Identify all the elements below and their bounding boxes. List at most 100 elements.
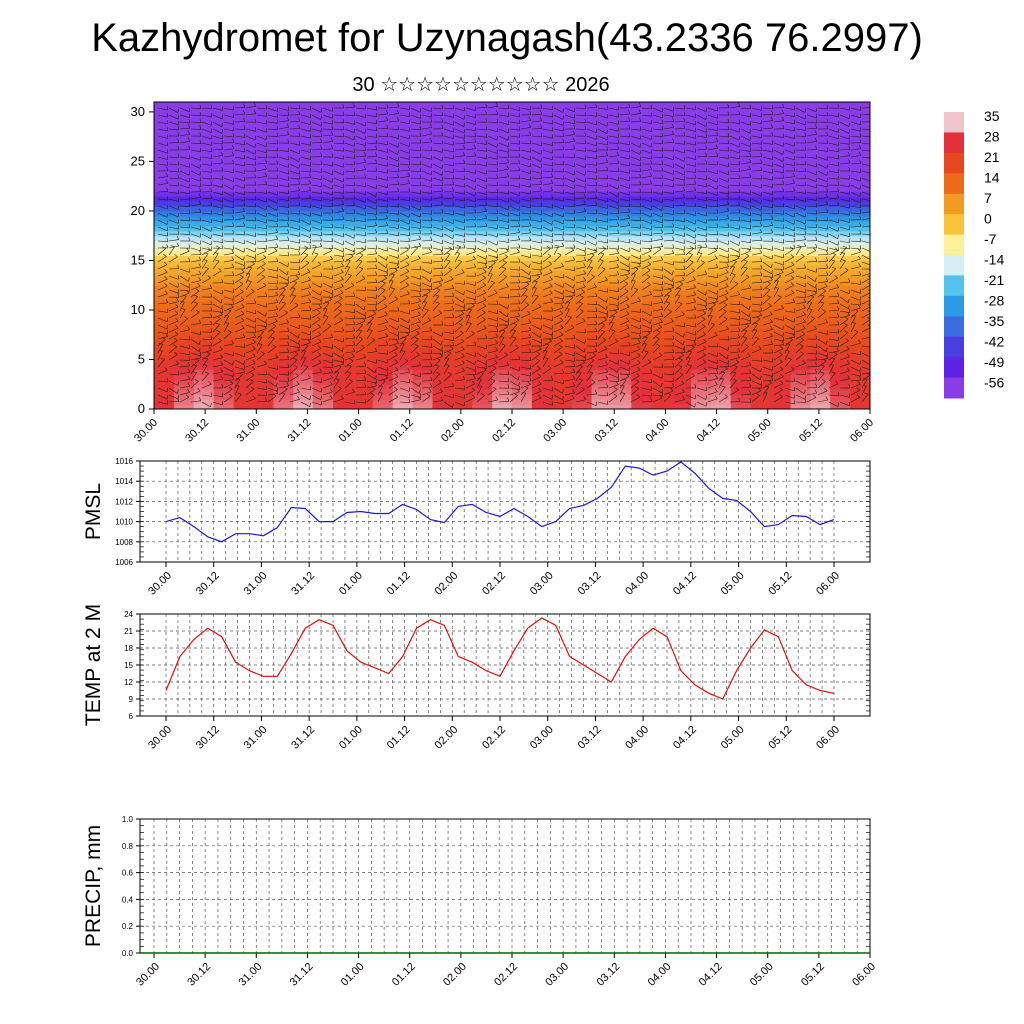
wind-barb-feather <box>595 168 598 173</box>
wind-barb-feather <box>793 238 796 243</box>
heatmap-cell <box>293 339 314 346</box>
heatmap-cell <box>472 121 493 128</box>
wind-barb <box>630 128 641 131</box>
wind-barb <box>575 177 586 183</box>
wind-barb <box>388 240 399 244</box>
heatmap-cell <box>372 265 394 271</box>
wind-barb <box>256 198 267 203</box>
heatmap-cell <box>790 245 811 252</box>
heatmap-cell <box>313 126 334 133</box>
heatmap-cell <box>293 220 314 227</box>
heatmap-cell <box>671 146 692 153</box>
wind-barb <box>575 191 587 193</box>
heatmap-cell <box>432 354 453 361</box>
wind-barb <box>553 205 564 210</box>
heatmap-cell <box>472 230 493 237</box>
wind-barb <box>432 163 443 169</box>
wind-barb-feather <box>573 153 576 158</box>
wind-barb <box>564 134 575 137</box>
wind-barb <box>410 238 421 242</box>
heatmap-cell <box>313 171 334 177</box>
wind-barb <box>168 245 179 249</box>
wind-barb-feather <box>441 181 444 186</box>
wind-barb <box>465 141 477 144</box>
heatmap-cell <box>432 344 453 351</box>
heatmap-cell <box>631 240 652 247</box>
heatmap-cell <box>531 334 553 341</box>
heatmap-cell <box>750 131 772 138</box>
wind-barb-feather <box>595 241 597 246</box>
wind-barb-feather <box>419 108 421 113</box>
heatmap-cell <box>253 131 274 138</box>
wind-barb <box>696 205 707 209</box>
heatmap-cell <box>273 102 294 108</box>
heatmap-cell <box>432 260 453 266</box>
wind-barb <box>443 233 454 239</box>
heatmap-cell <box>551 166 573 172</box>
wind-barb <box>806 198 817 201</box>
heatmap-cell <box>591 111 613 118</box>
wind-barb-feather <box>804 230 807 235</box>
wind-barb-feather <box>495 102 499 107</box>
heatmap-cell <box>213 245 235 252</box>
heatmap-cell <box>233 374 255 380</box>
heatmap-cell <box>631 285 652 291</box>
wind-barb <box>311 128 322 132</box>
heatmap-cell <box>154 102 175 108</box>
heatmap-cell <box>372 280 394 286</box>
heatmap-cell <box>412 131 434 138</box>
heatmap-cell <box>810 245 831 252</box>
wind-barb <box>696 198 707 202</box>
wind-barb <box>850 184 861 190</box>
wind-barb <box>223 177 234 182</box>
wind-barb <box>608 184 619 190</box>
heatmap-cell <box>492 344 513 351</box>
wind-barb-feather <box>562 168 565 173</box>
heatmap-cell <box>512 265 533 271</box>
heatmap-cell <box>154 146 175 153</box>
heatmap-cell <box>273 191 294 197</box>
heatmap-cell <box>412 250 434 257</box>
heatmap-cell <box>432 295 453 301</box>
heatmap-cell <box>830 300 851 306</box>
heatmap-cell <box>193 295 215 301</box>
heatmap-cell <box>551 131 573 138</box>
heatmap-cell <box>770 245 792 252</box>
wind-barb <box>245 205 257 208</box>
heatmap-cell <box>531 389 553 395</box>
heatmap-cell <box>173 166 195 172</box>
wind-barb <box>641 128 652 132</box>
wind-barb <box>828 135 839 140</box>
wind-barb <box>674 219 685 223</box>
heatmap-cell <box>352 364 374 370</box>
wind-barb-feather <box>215 245 220 248</box>
wind-barb-feather <box>782 157 784 162</box>
wind-barb-feather <box>849 183 851 188</box>
heatmap-cell <box>551 389 573 395</box>
wind-barb <box>366 184 377 189</box>
heatmap-cell <box>492 196 513 202</box>
heatmap-cell <box>213 334 235 341</box>
wind-barb-feather <box>518 119 521 124</box>
heatmap-cell <box>173 210 195 217</box>
heatmap-cell <box>392 265 414 271</box>
heatmap-cell <box>372 270 394 276</box>
heatmap-cell <box>213 161 235 167</box>
heatmap-cell <box>830 295 851 301</box>
heatmap-cell <box>253 309 274 316</box>
heatmap-cell <box>492 394 513 400</box>
heatmap-cell <box>750 146 772 153</box>
wind-barb <box>542 121 553 125</box>
wind-barb-feather <box>859 133 862 138</box>
wind-barb <box>806 121 817 124</box>
wind-barb <box>652 212 663 218</box>
wind-barb <box>421 205 432 208</box>
wind-barb <box>366 212 377 215</box>
wind-barb-feather <box>485 110 488 115</box>
wind-barb-feather <box>330 144 334 149</box>
heatmap-cell <box>352 146 374 153</box>
heatmap-cell <box>412 275 434 281</box>
wind-barb <box>190 226 201 230</box>
wind-barb <box>817 247 828 251</box>
wind-barb-feather <box>220 159 224 163</box>
